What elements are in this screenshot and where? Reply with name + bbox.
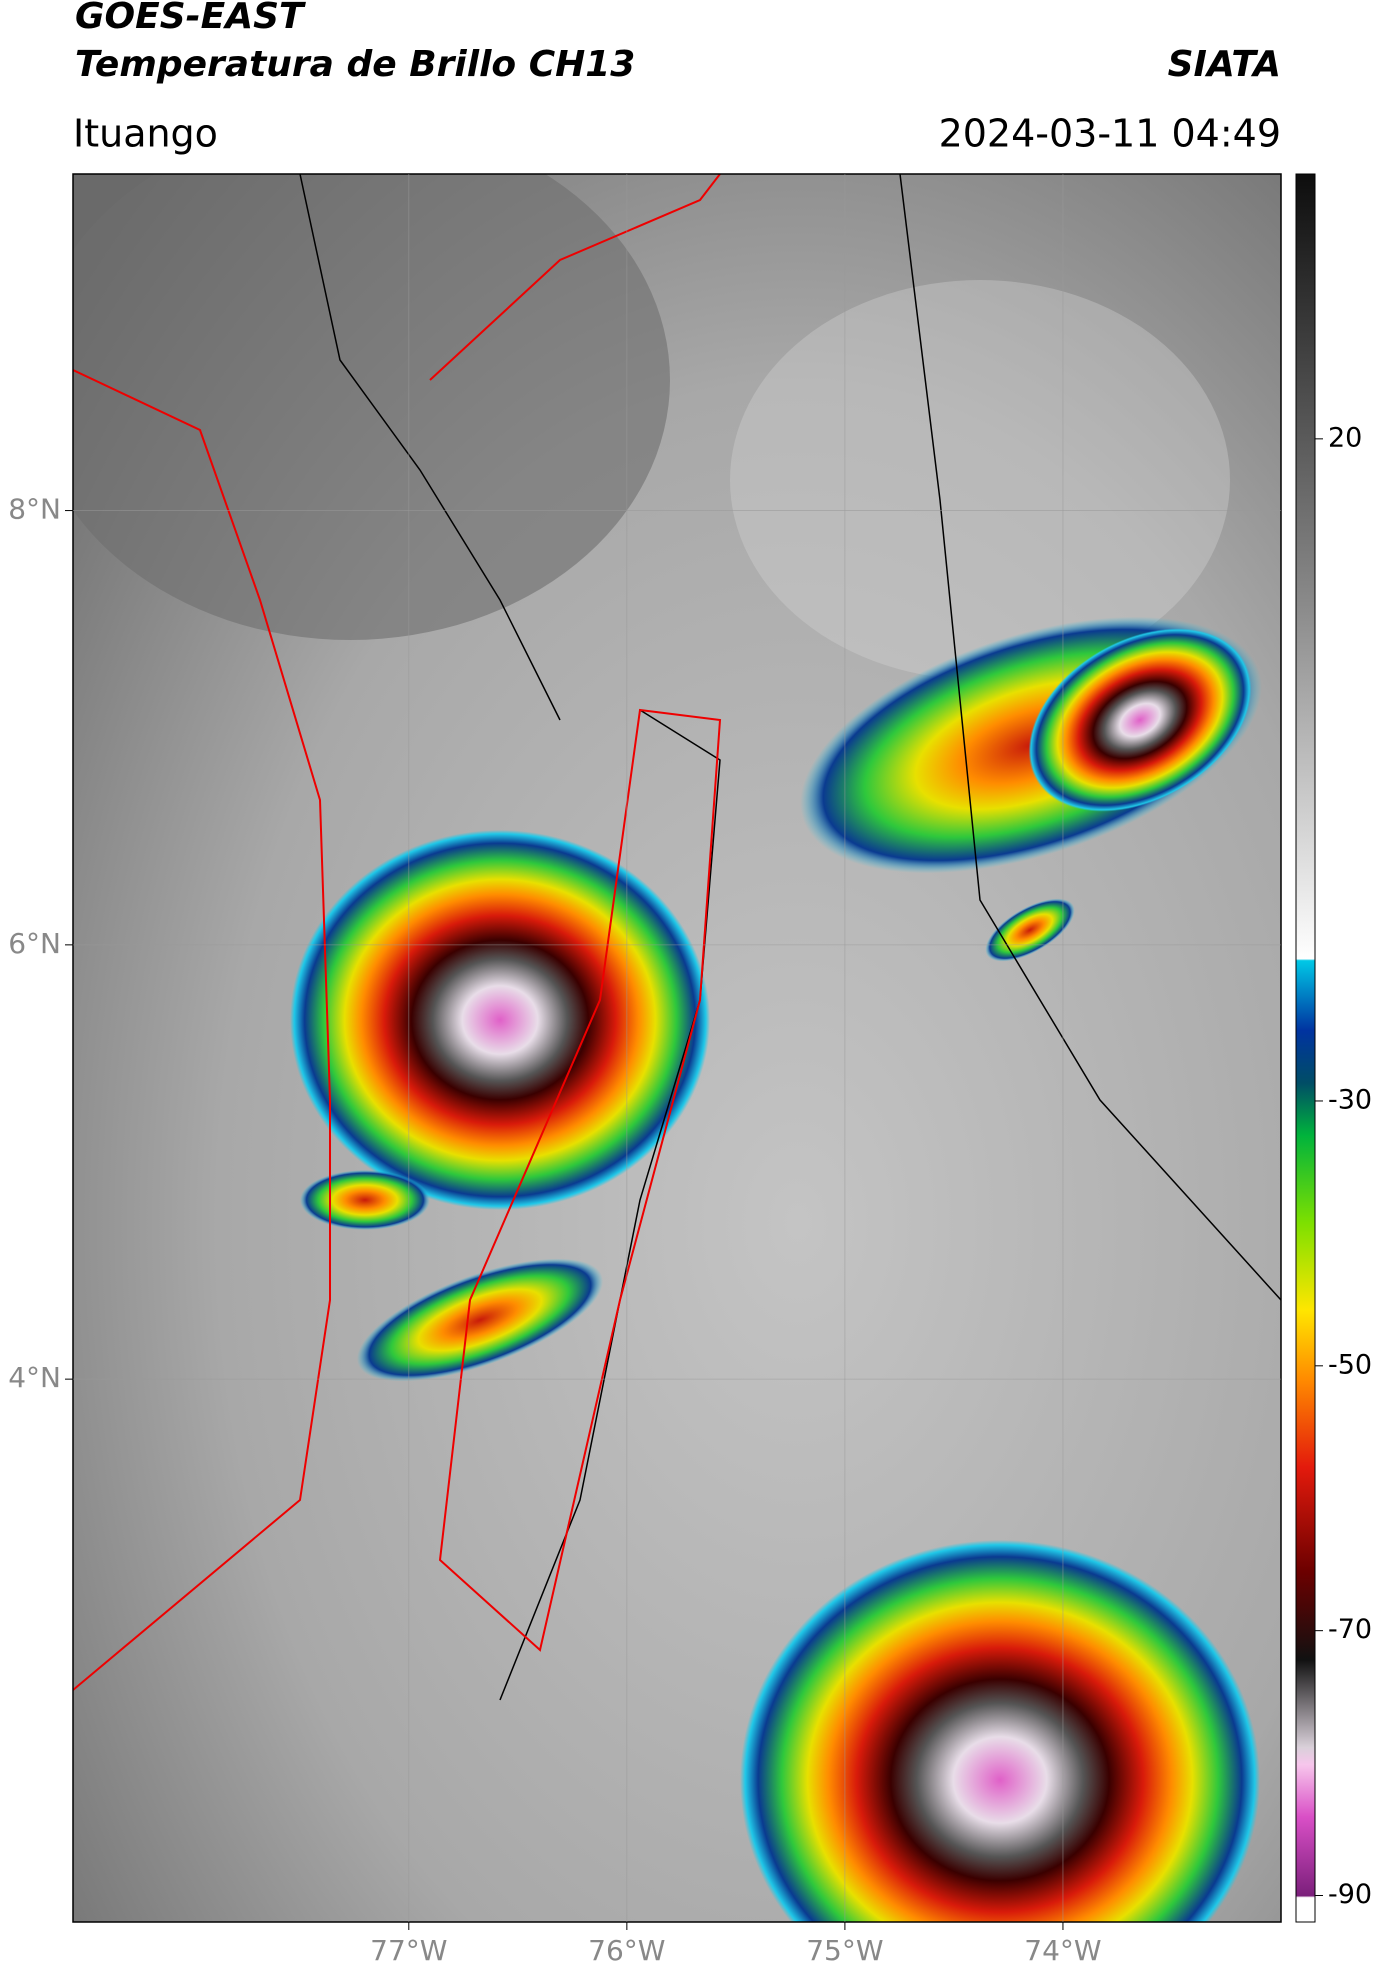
colorbar bbox=[1295, 173, 1316, 1923]
lat-tick-label: 4°N bbox=[8, 1361, 61, 1394]
subtitle: Temperatura de Brillo CH13 bbox=[75, 44, 635, 85]
colorbar-tick-label: -70 bbox=[1328, 1614, 1372, 1645]
lon-tick-label: 76°W bbox=[588, 1934, 665, 1967]
satellite-image bbox=[73, 174, 1281, 1922]
colorbar-tick-label: -90 bbox=[1328, 1879, 1372, 1910]
lon-tick-label: 74°W bbox=[1024, 1934, 1101, 1967]
lon-tick-label: 75°W bbox=[806, 1934, 883, 1967]
lat-tick-label: 8°N bbox=[8, 493, 61, 526]
lat-tick-label: 6°N bbox=[8, 927, 61, 960]
map-frame bbox=[72, 173, 1282, 1923]
location: Ituango bbox=[73, 112, 218, 156]
source: SIATA bbox=[1168, 44, 1281, 85]
colorbar-tick-label: -30 bbox=[1328, 1084, 1372, 1115]
lon-tick-label: 77°W bbox=[370, 1934, 447, 1967]
colorbar-tick-label: -50 bbox=[1328, 1349, 1372, 1380]
datetime: 2024-03-11 04:49 bbox=[939, 112, 1281, 156]
colorbar-tick-label: 20 bbox=[1328, 422, 1362, 453]
title: GOES-EAST bbox=[75, 0, 306, 37]
